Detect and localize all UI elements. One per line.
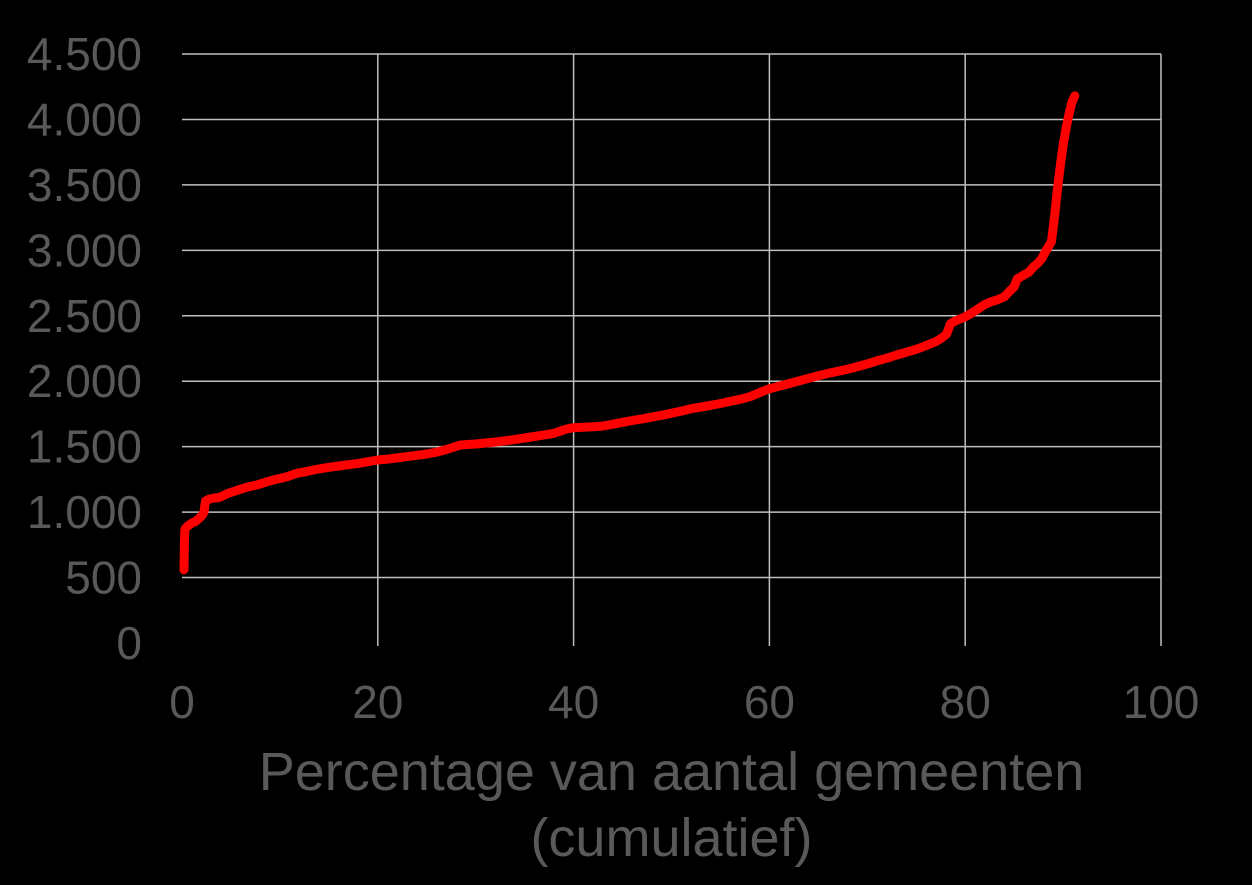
x-axis-title-line1: Percentage van aantal gemeenten — [259, 742, 1085, 802]
x-tick-label: 40 — [548, 676, 599, 728]
x-tick-label: 100 — [1123, 676, 1200, 728]
y-tick-label: 500 — [65, 552, 142, 604]
x-tick-label: 60 — [744, 676, 795, 728]
x-axis-title-line2: (cumulatief) — [530, 808, 812, 868]
y-axis-tick-labels: 0 500 1.000 1.500 2.000 2.500 3.000 3.500 4.000 4… — [27, 28, 142, 669]
y-tick-label: 3.000 — [27, 224, 142, 276]
y-tick-label: 1.000 — [27, 486, 142, 538]
y-tick-label: 0 — [116, 617, 142, 669]
x-tick-label: 80 — [940, 676, 991, 728]
y-tick-label: 4.500 — [27, 28, 142, 80]
data-line — [179, 91, 1080, 575]
y-tick-label: 3.500 — [27, 159, 142, 211]
x-tick-label: 20 — [352, 676, 403, 728]
y-tick-label: 1.500 — [27, 421, 142, 473]
y-tick-label: 2.000 — [27, 355, 142, 407]
x-tick-label: 0 — [169, 676, 195, 728]
x-axis-tick-labels: 0 20 40 60 80 100 — [169, 676, 1199, 728]
y-tick-label: 2.500 — [27, 290, 142, 342]
y-tick-label: 4.000 — [27, 93, 142, 145]
gridlines — [182, 53, 1162, 646]
